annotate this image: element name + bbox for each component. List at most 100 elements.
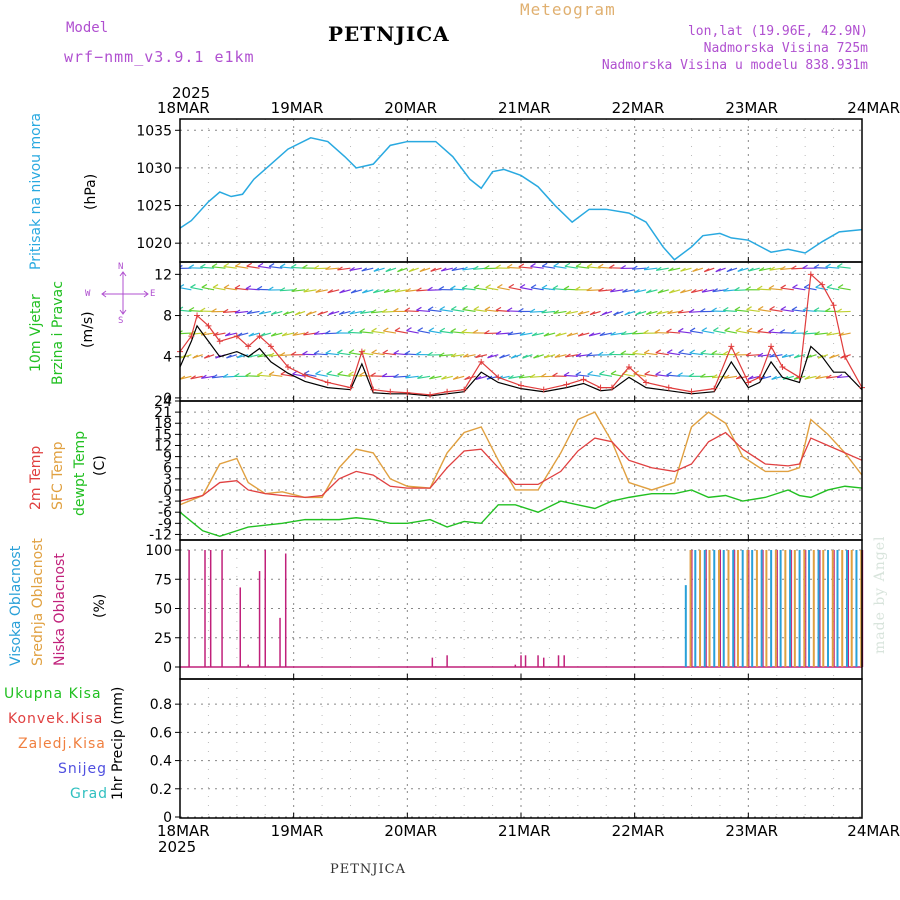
wind-arrow-head [427,351,433,356]
y-tick-label: 0.2 [150,782,172,798]
cloud-unit: (%) [92,593,108,618]
wind-arrow-head [348,371,354,376]
wind-arrow-head [200,331,207,336]
wind-arrow [529,310,544,313]
wind-arrow [429,375,442,380]
wind-arrow [691,289,704,294]
wind-arrow [223,265,237,269]
wind-arrow-head [724,327,731,332]
wind-arrow [814,332,828,336]
wind-arrow-head [313,265,320,270]
wind-arrow-head [506,307,513,312]
wind-arrow [427,354,442,356]
wind-arrow [826,375,840,379]
wind-arrow-head [212,284,219,289]
wind-arrow-head [381,308,388,313]
compass-rose-icon [101,271,149,315]
wind-arrow-head [746,306,752,311]
wind-arrow-head [793,354,800,359]
wind-arrow [349,267,362,272]
wind-arrow-head [211,263,218,268]
wind-gust-marker [495,374,502,381]
wind-arrow [564,374,578,377]
wind-arrow-field [166,262,851,380]
wind-arrow-head [349,267,355,272]
wind-arrow [394,330,408,334]
wind-arrow [689,330,703,334]
wind-arrow [542,265,556,269]
wind-gust-marker [711,385,718,392]
wind-label-2: Brzina i Pravac [50,281,66,385]
wind-arrow [575,374,590,377]
precip-ice-label: Zaledj.Kisa [18,736,106,752]
wind-arrow-head [495,264,501,269]
wind-arrow-head [657,289,664,294]
date-tick-label: 20MAR [384,822,438,840]
wind-arrow [451,308,465,313]
wind-arrow-head [430,267,436,272]
wind-arrow-head [711,374,718,379]
wind-arrow-head [473,284,480,289]
wind-arrow-head [495,330,502,335]
wind-arrow-head [633,370,639,375]
y-tick-label: 1035 [136,123,172,139]
wind-arrow [668,267,681,272]
wind-arrow-head [283,311,289,316]
wind-arrow-head [723,287,729,292]
wind-arrow-head [405,374,411,379]
year-bottom: 2025 [158,838,197,856]
wind-arrow-head [327,289,334,294]
wind-arrow [417,330,431,334]
wind-arrow-head [180,264,183,268]
wind-arrow [291,289,306,292]
wind-arrow-head [166,330,171,333]
wind-arrow-head [292,331,299,336]
wind-arrow-head [281,332,288,337]
wind-arrow [190,286,203,291]
wind-gust-marker [370,386,377,393]
cloud-low-label: Niska Oblacnost [52,553,68,666]
wind-arrow [212,286,226,291]
wind-arrow-head [450,305,457,311]
wind-arrow-head [543,332,550,337]
wind-arrow [746,330,760,334]
wind-arrow-head [692,267,698,272]
wind-arrow [610,332,624,336]
wind-arrow [325,352,340,356]
wind-arrow [815,286,829,291]
wind-arrow-head [519,283,526,289]
wind-arrow-head [680,267,686,272]
wind-gust-marker [358,348,365,355]
wind-arrow [518,266,533,269]
wind-arrow [757,288,772,291]
wind-arrow [484,309,499,313]
wind-arrow-head [350,289,357,294]
wind-arrow [473,287,487,291]
wind-arrow-head [258,353,264,358]
wind-arrow-head [201,374,207,379]
wind-arrow-head [508,374,514,379]
wind-arrow-head [290,351,297,356]
wind-arrow [586,289,601,292]
wind-arrow [769,308,783,313]
y-tick-label: 24 [154,394,172,410]
wind-arrow-head [518,374,525,379]
wind-arrow-head [257,262,264,267]
wind-arrow-head [802,330,809,335]
wind-arrow [575,265,590,269]
wind-arrow-head [543,354,550,359]
wind-arrow-head [416,287,422,292]
date-tick-label: 22MAR [611,822,665,840]
wind-arrow [553,265,567,269]
wind-arrow-head [518,263,525,268]
wind-arrow-head [530,284,537,289]
wind-gust-marker [216,338,223,345]
wind-arrow-head [258,310,265,315]
wind-arrow-head [631,330,638,335]
wind-arrow [633,373,647,377]
wind-arrow [348,374,362,377]
wind-arrow-head [677,327,684,332]
wind-arrow [348,352,362,356]
wind-arrow [371,330,385,334]
y-tick-label: 9 [163,450,172,466]
